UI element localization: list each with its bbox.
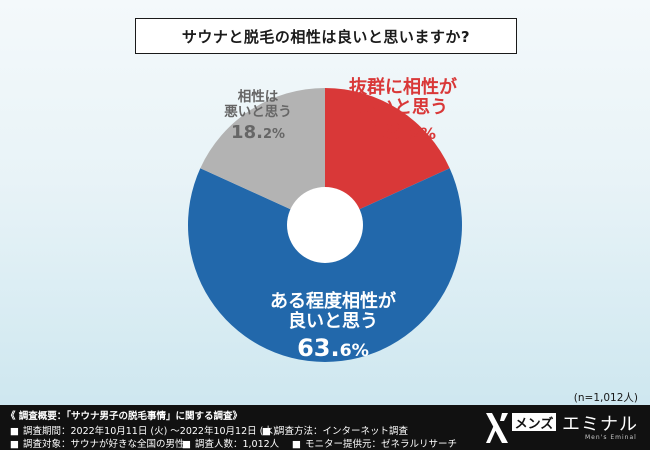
slice-label-bad-line2: 悪いと思う (224, 104, 292, 121)
slice-somewhat (187, 168, 462, 363)
donut-hole (287, 187, 363, 263)
slice-label-somewhat-line2: 良いと思う (288, 311, 378, 333)
slice-label-excellent: 抜群に相性が 良いと思う 18.2% (328, 77, 478, 146)
survey-target: ■ 調査対象：サウナが好きな全国の男性 (10, 439, 185, 450)
survey-period: ■ 調査期間：2022年10月11日 (火) 〜2022年10月12日 (水) (10, 426, 277, 437)
sample-size-note: (n=1,012人) (573, 392, 638, 404)
brand-logo-mens: メンズ (512, 413, 556, 432)
brand-logo-sub: Men's Eminal (585, 434, 637, 441)
survey-provider: ■ モニター提供元：ゼネラルリサーチ (292, 439, 457, 450)
slice-label-excellent-line2: 良いと思う (358, 97, 448, 119)
slice-value-somewhat: 63.6% (297, 334, 369, 363)
slice-label-somewhat-line1: ある程度相性が (270, 291, 396, 312)
slice-value-excellent: 18.2% (370, 120, 436, 146)
chart-title: サウナと脱毛の相性は良いと思いますか? (135, 18, 517, 54)
survey-heading: 《 調査概要：「サウナ男子の脱毛事情」に関する調査》 (6, 411, 243, 422)
slice-bad (200, 88, 325, 225)
slice-label-bad: 相性は 悪いと思う 18.2% (208, 89, 308, 144)
survey-count: ■ 調査人数：1,012人 (182, 439, 280, 450)
slice-label-excellent-line1: 抜群に相性が (349, 77, 457, 98)
slice-label-bad-line1: 相性は (237, 89, 279, 105)
survey-method: ■ 調査方法：インターネット調査 (262, 426, 408, 437)
brand-logo-eminal: エミナル (562, 414, 638, 435)
brand-logo-icon (486, 413, 508, 443)
slice-excellent (325, 88, 450, 225)
slice-label-somewhat: ある程度相性が 良いと思う 63.6% (248, 291, 418, 363)
slice-value-bad: 18.2% (231, 122, 285, 144)
